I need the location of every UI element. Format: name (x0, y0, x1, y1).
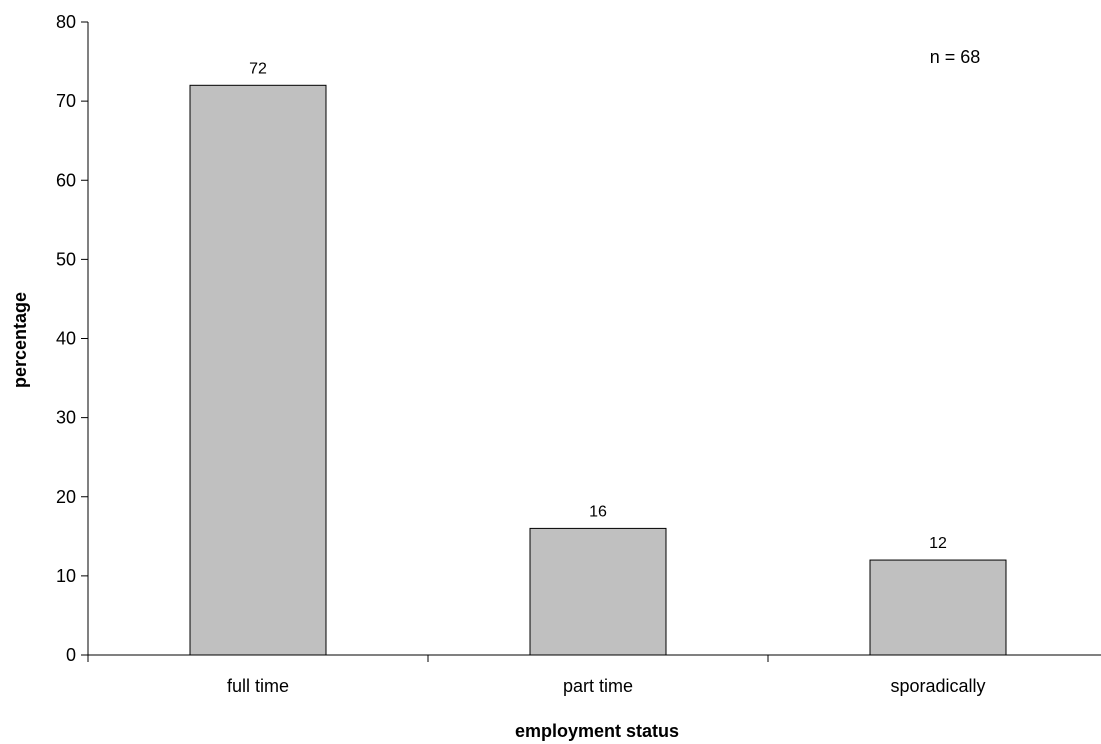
sample-size-annotation: n = 68 (930, 47, 981, 67)
bar-value-label: 16 (589, 503, 607, 520)
y-axis: 0 10 20 30 40 50 60 70 80 (56, 12, 89, 665)
y-tick-label: 80 (56, 12, 76, 32)
x-axis: full time part time sporadically (87, 654, 1101, 696)
x-axis-title: employment status (515, 721, 679, 741)
bar-value-label: 72 (249, 60, 267, 77)
y-tick-label: 40 (56, 329, 76, 349)
bar-part-time (529, 527, 667, 656)
y-axis-title: percentage (10, 292, 30, 388)
y-tick-label: 20 (56, 487, 76, 507)
bar-full-time (189, 84, 327, 656)
y-tick-label: 50 (56, 249, 76, 269)
bars (189, 84, 1007, 656)
y-tick-label: 70 (56, 91, 76, 111)
x-tick-label: sporadically (890, 676, 985, 696)
bar-sporadically (869, 559, 1007, 656)
x-tick-label: part time (563, 676, 633, 696)
x-tick-label: full time (227, 676, 289, 696)
bar-value-label: 12 (929, 535, 947, 552)
y-tick-label: 30 (56, 408, 76, 428)
data-labels: 72 16 12 (249, 60, 947, 552)
y-tick-label: 10 (56, 566, 76, 586)
y-tick-label: 60 (56, 170, 76, 190)
y-tick-label: 0 (66, 645, 76, 665)
